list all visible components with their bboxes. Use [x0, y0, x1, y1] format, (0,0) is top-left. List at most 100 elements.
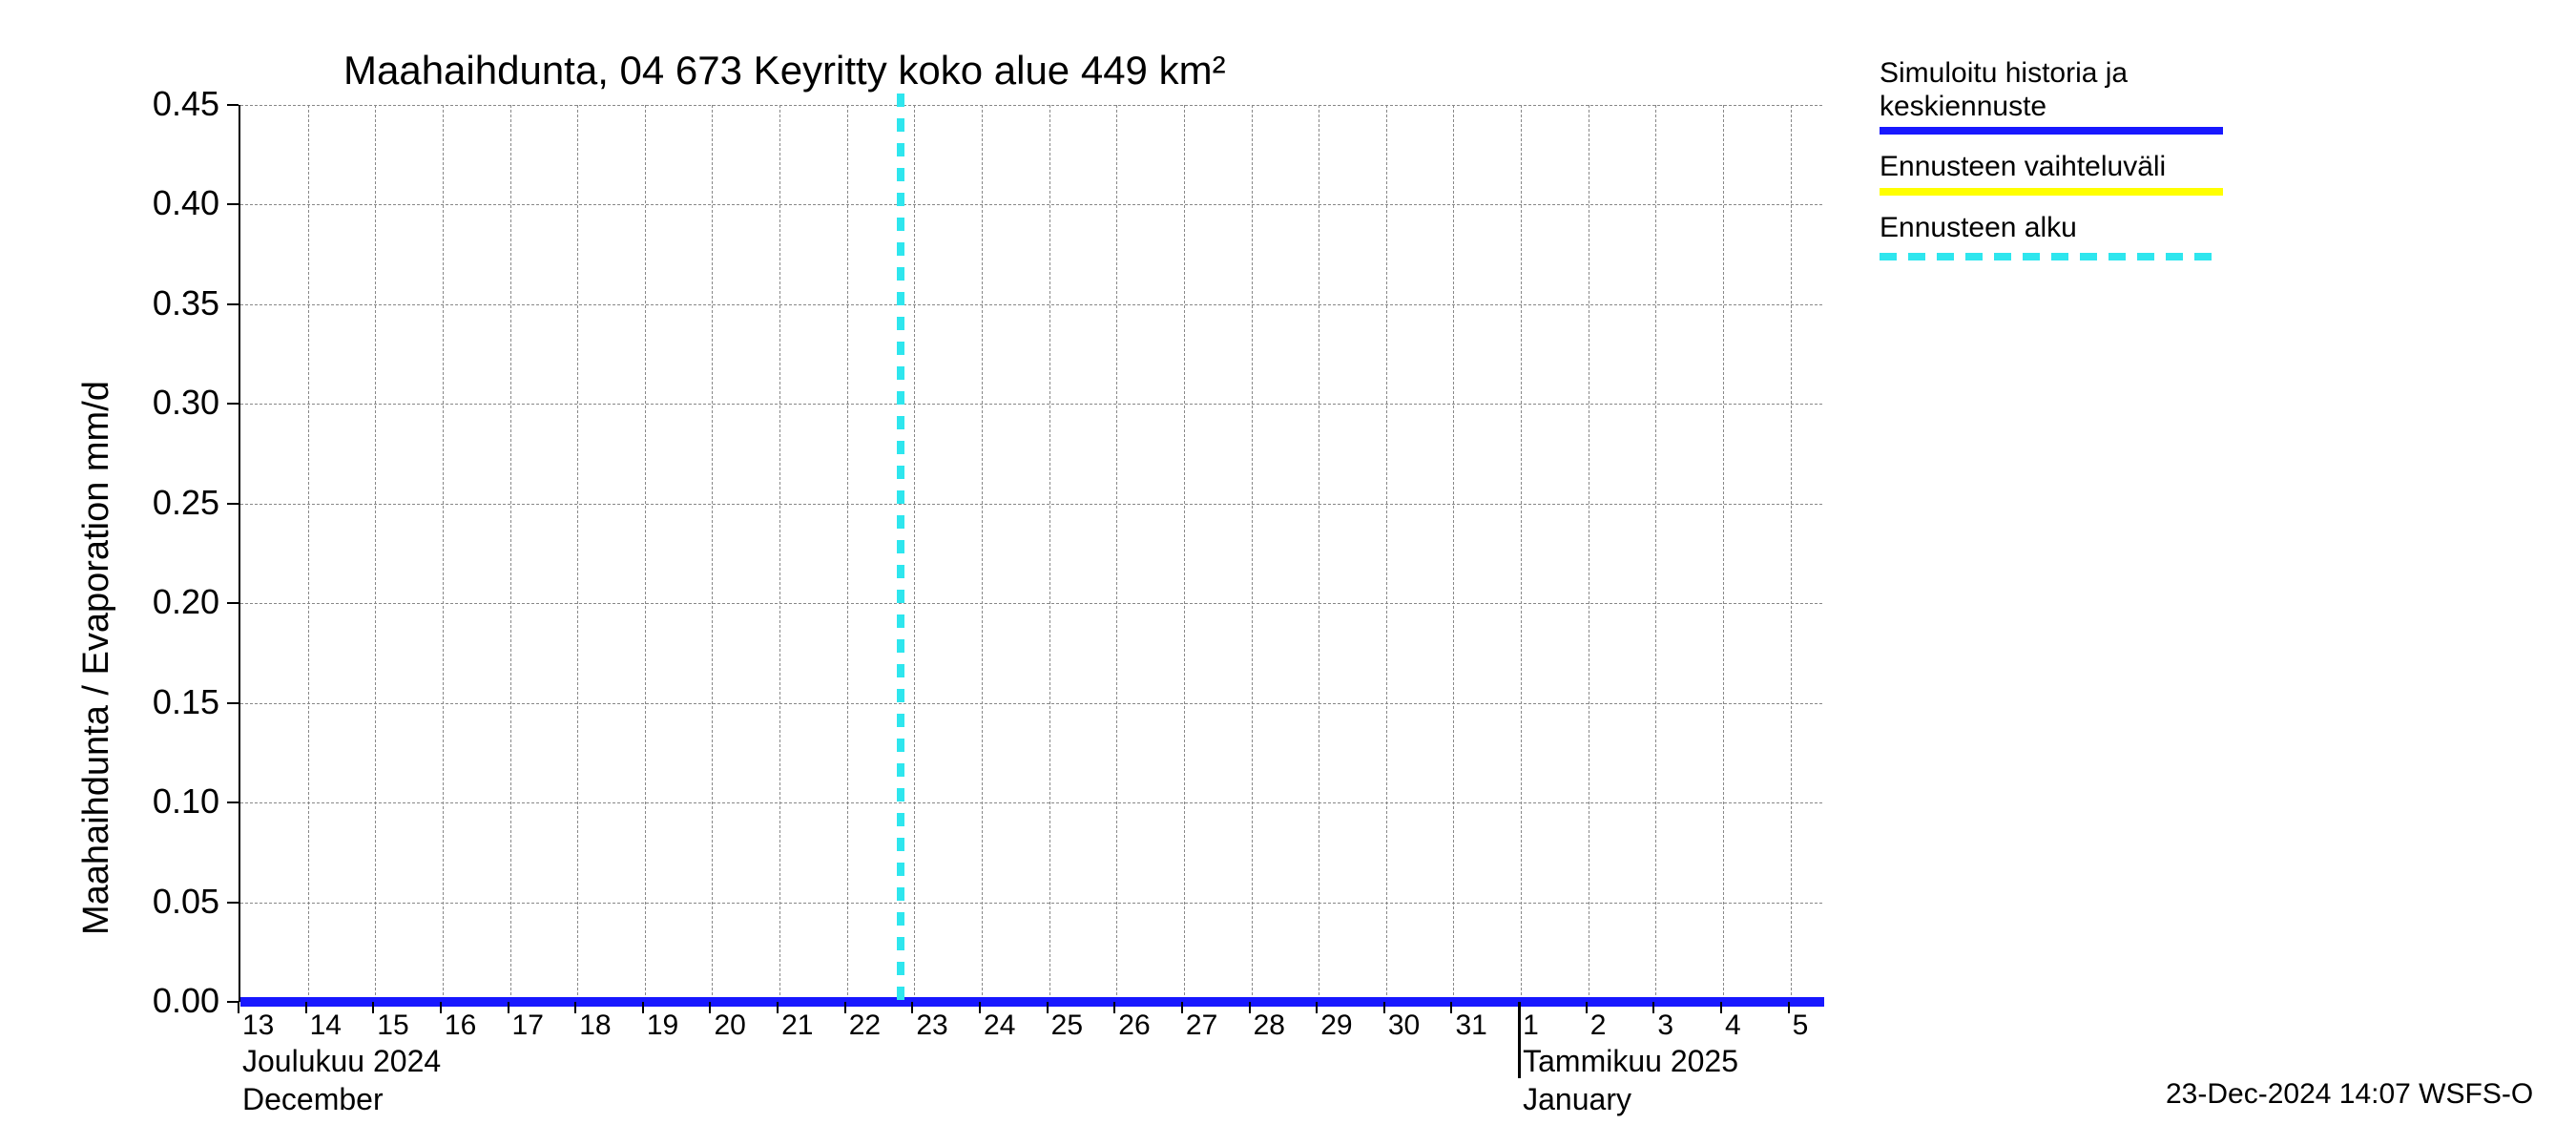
y-tick-label: 0.00 [114, 981, 219, 1021]
x-tick-label: 29 [1320, 1010, 1352, 1042]
legend-line-sample [1880, 249, 2223, 257]
x-tick-label: 20 [714, 1010, 745, 1042]
y-tick-label: 0.05 [114, 882, 219, 922]
x-tick-mark [709, 1002, 711, 1013]
grid-line-vertical [1791, 105, 1792, 1000]
grid-line-vertical [1655, 105, 1656, 1000]
plot-area [239, 105, 1822, 1002]
x-tick-mark [1316, 1002, 1318, 1013]
y-tick-mark [227, 104, 239, 106]
legend-label: keskiennuste [1880, 91, 2280, 124]
y-tick-label: 0.10 [114, 781, 219, 822]
y-tick-label: 0.15 [114, 682, 219, 722]
grid-line-horizontal [240, 703, 1822, 704]
grid-line-horizontal [240, 603, 1822, 604]
y-tick-mark [227, 902, 239, 904]
y-tick-label: 0.35 [114, 283, 219, 323]
x-tick-mark [574, 1002, 576, 1013]
x-tick-label: 21 [781, 1010, 813, 1042]
grid-line-vertical [982, 105, 983, 1000]
x-tick-label: 4 [1725, 1010, 1741, 1042]
x-tick-mark [844, 1002, 846, 1013]
y-tick-mark [227, 802, 239, 803]
x-tick-label: 5 [1793, 1010, 1809, 1042]
x-tick-label: 22 [849, 1010, 881, 1042]
x-tick-label: 28 [1254, 1010, 1285, 1042]
x-tick-mark [911, 1002, 913, 1013]
x-tick-label: 13 [242, 1010, 274, 1042]
grid-line-vertical [914, 105, 915, 1000]
grid-line-horizontal [240, 304, 1822, 305]
x-tick-label: 18 [579, 1010, 611, 1042]
x-tick-mark [1720, 1002, 1722, 1013]
y-tick-mark [227, 303, 239, 305]
x-tick-label: 30 [1388, 1010, 1420, 1042]
y-tick-mark [227, 602, 239, 604]
x-tick-mark [979, 1002, 981, 1013]
grid-line-vertical [1723, 105, 1724, 1000]
x-tick-mark [1652, 1002, 1654, 1013]
x-tick-mark [1788, 1002, 1790, 1013]
chart-title: Maahaihdunta, 04 673 Keyritty koko alue … [343, 48, 1226, 94]
x-tick-label: 3 [1657, 1010, 1673, 1042]
month-label-fi: Tammikuu 2025 [1523, 1044, 1738, 1079]
grid-line-horizontal [240, 204, 1822, 205]
x-tick-label: 27 [1186, 1010, 1217, 1042]
x-tick-label: 26 [1118, 1010, 1150, 1042]
grid-line-horizontal [240, 105, 1822, 106]
x-tick-label: 31 [1455, 1010, 1486, 1042]
x-tick-mark [1047, 1002, 1049, 1013]
x-tick-mark [1450, 1002, 1452, 1013]
month-label-en: January [1523, 1082, 1631, 1117]
grid-line-vertical [1049, 105, 1050, 1000]
grid-line-vertical [577, 105, 578, 1000]
legend-line-sample [1880, 188, 2223, 196]
x-tick-mark [440, 1002, 442, 1013]
legend-label: Ennusteen vaihteluväli [1880, 151, 2280, 184]
y-tick-mark [227, 503, 239, 505]
grid-line-vertical [712, 105, 713, 1000]
legend-item: Ennusteen alku [1880, 212, 2280, 257]
y-tick-label: 0.20 [114, 582, 219, 622]
x-tick-mark [305, 1002, 307, 1013]
y-tick-mark [227, 203, 239, 205]
month-separator [1518, 1002, 1521, 1078]
y-tick-label: 0.25 [114, 483, 219, 523]
grid-line-vertical [510, 105, 511, 1000]
x-tick-mark [238, 1002, 239, 1013]
x-tick-mark [508, 1002, 509, 1013]
y-tick-label: 0.30 [114, 383, 219, 423]
legend-label: Ennusteen alku [1880, 212, 2280, 245]
footer-timestamp: 23-Dec-2024 14:07 WSFS-O [2166, 1078, 2533, 1111]
y-axis-label: Maahaihdunta / Evaporation mm/d [76, 381, 117, 935]
grid-line-vertical [1386, 105, 1387, 1000]
grid-line-horizontal [240, 802, 1822, 803]
legend-label: Simuloitu historia ja [1880, 57, 2280, 91]
x-tick-label: 23 [916, 1010, 947, 1042]
grid-line-vertical [1453, 105, 1454, 1000]
x-tick-label: 19 [647, 1010, 678, 1042]
grid-line-vertical [1521, 105, 1522, 1000]
grid-line-horizontal [240, 404, 1822, 405]
month-label-en: December [242, 1082, 384, 1117]
y-tick-mark [227, 403, 239, 405]
legend-item: Simuloitu historia jakeskiennuste [1880, 57, 2280, 135]
x-tick-label: 17 [512, 1010, 544, 1042]
grid-line-vertical [1252, 105, 1253, 1000]
x-tick-label: 16 [445, 1010, 476, 1042]
x-tick-mark [1249, 1002, 1251, 1013]
x-tick-mark [1586, 1002, 1588, 1013]
y-tick-mark [227, 702, 239, 704]
grid-line-vertical [1116, 105, 1117, 1000]
grid-line-vertical [645, 105, 646, 1000]
grid-line-vertical [308, 105, 309, 1000]
grid-line-vertical [1184, 105, 1185, 1000]
x-tick-mark [1113, 1002, 1115, 1013]
x-tick-label: 2 [1590, 1010, 1607, 1042]
x-tick-label: 15 [377, 1010, 408, 1042]
grid-line-vertical [847, 105, 848, 1000]
chart-container: Maahaihdunta / Evaporation mm/d Maahaihd… [0, 0, 2576, 1145]
x-tick-mark [372, 1002, 374, 1013]
x-tick-label: 14 [310, 1010, 342, 1042]
grid-line-horizontal [240, 903, 1822, 904]
